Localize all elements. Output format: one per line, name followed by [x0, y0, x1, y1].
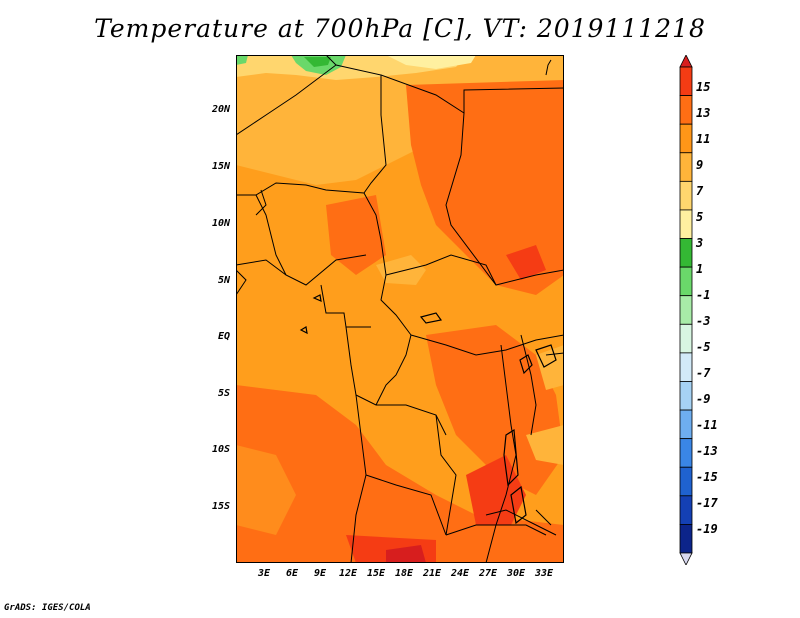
colorbar-label: -17 — [696, 496, 718, 510]
colorbar-label: 15 — [696, 80, 711, 94]
colorbar-label: 11 — [696, 132, 711, 146]
grads-credit: GrADS: IGES/COLA — [4, 603, 91, 613]
lon-tick-label: 18E — [394, 568, 414, 579]
colorbar-segment — [679, 209, 693, 239]
colorbar-label: -3 — [696, 314, 711, 328]
lon-tick-label: 33E — [534, 568, 554, 579]
colorbar-segment — [679, 152, 693, 182]
colorbar-label: -5 — [696, 340, 711, 354]
colorbar-segment — [679, 295, 693, 325]
lat-tick-label: 10S — [211, 444, 230, 455]
colorbar-label: 13 — [696, 106, 711, 120]
lon-tick-label: 6E — [285, 568, 299, 579]
colorbar-segment — [679, 495, 693, 525]
lat-tick-label: 10N — [211, 218, 230, 229]
temperature-map — [236, 55, 564, 563]
colorbar-segment — [679, 438, 693, 468]
lon-tick-label: 21E — [422, 568, 442, 579]
lat-tick-label: 20N — [211, 104, 230, 115]
lat-tick-label: 15N — [211, 161, 230, 172]
lon-tick-label: 27E — [478, 568, 498, 579]
colorbar-label: -11 — [696, 418, 718, 432]
colorbar-segment — [679, 180, 693, 211]
colorbar-label: 3 — [696, 236, 704, 250]
colorbar-label: -13 — [696, 444, 718, 458]
colorbar-segment — [679, 352, 693, 382]
colorbar-label: -15 — [696, 470, 718, 484]
colorbar-top-arrow — [679, 55, 693, 68]
colorbar-segment — [679, 123, 693, 154]
lat-tick-label: 5N — [217, 275, 230, 286]
lon-tick-label: 15E — [366, 568, 386, 579]
colorbar-segment — [679, 381, 693, 411]
lon-tick-label: 24E — [450, 568, 470, 579]
colorbar-segment — [679, 323, 693, 354]
lon-tick-label: 12E — [338, 568, 358, 579]
lat-tick-label: 5S — [217, 388, 230, 399]
colorbar-label: -19 — [696, 522, 718, 536]
colorbar-label: 5 — [696, 210, 704, 224]
map-title: Temperature at 700hPa [C], VT: 201911121… — [94, 14, 706, 43]
colorbar-bottom-arrow — [679, 552, 693, 565]
colorbar-label: 9 — [696, 158, 704, 172]
colorbar-segment — [679, 409, 693, 440]
colorbar-label: -7 — [696, 366, 711, 380]
lon-tick-label: 3E — [257, 568, 271, 579]
colorbar-segment — [679, 466, 693, 497]
lon-tick-label: 9E — [313, 568, 327, 579]
colorbar — [679, 55, 693, 565]
colorbar-segment — [679, 266, 693, 297]
lat-tick-label: 15S — [211, 501, 230, 512]
colorbar-segment — [679, 524, 693, 554]
colorbar-label: 1 — [696, 262, 704, 276]
colorbar-segment — [679, 238, 693, 268]
colorbar-label: -1 — [696, 288, 711, 302]
lat-tick-label: EQ — [217, 331, 230, 342]
colorbar-segment — [679, 95, 693, 125]
colorbar-label: 7 — [696, 184, 704, 198]
colorbar-segment — [679, 66, 693, 96]
colorbar-label: -9 — [696, 392, 711, 406]
lon-tick-label: 30E — [506, 568, 526, 579]
